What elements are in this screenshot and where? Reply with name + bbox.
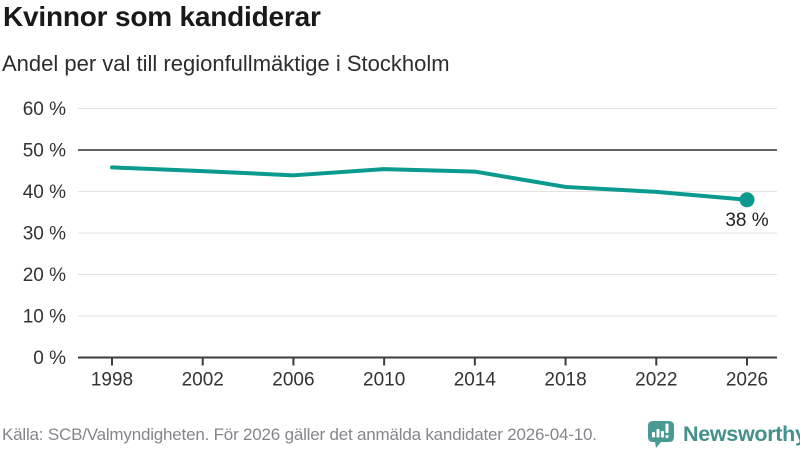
x-tick-label: 2006: [272, 370, 314, 391]
x-tick-label: 2002: [182, 370, 224, 391]
line-chart: 0 % 10 % 20 % 30 % 40 % 50 % 60 % 1998 2002 2006 2…: [23, 99, 777, 391]
y-tick-label: 0 %: [33, 348, 66, 369]
y-tick-label: 20 %: [23, 265, 66, 286]
x-tick-label: 2018: [544, 370, 586, 391]
chart-title: Kvinnor som kandiderar: [3, 1, 321, 32]
x-tick-label: 2022: [635, 370, 677, 391]
x-tick-label: 2014: [454, 370, 497, 391]
y-tick-label: 30 %: [23, 224, 66, 245]
x-tick-label: 1998: [91, 370, 133, 391]
y-tick-label: 60 %: [23, 99, 66, 120]
end-value-label: 38 %: [725, 210, 768, 231]
newsworthy-logo: Newsworthy: [646, 419, 800, 449]
chart-subtitle: Andel per val till regionfullmäktige i S…: [2, 51, 450, 76]
x-tick-label: 2026: [726, 370, 768, 391]
y-tick-label: 40 %: [23, 182, 66, 203]
end-point-dot: [739, 192, 755, 208]
data-line: [110, 165, 749, 202]
y-tick-label: 10 %: [23, 307, 66, 328]
bar-chart-glyph: [652, 423, 669, 438]
x-tick-label: 2010: [363, 370, 405, 391]
y-tick-label: 50 %: [23, 141, 66, 162]
newsworthy-icon: [648, 421, 674, 448]
source-note: Källa: SCB/Valmyndigheten. För 2026 gäll…: [2, 425, 597, 444]
brand-wordmark: Newsworthy: [683, 422, 800, 446]
